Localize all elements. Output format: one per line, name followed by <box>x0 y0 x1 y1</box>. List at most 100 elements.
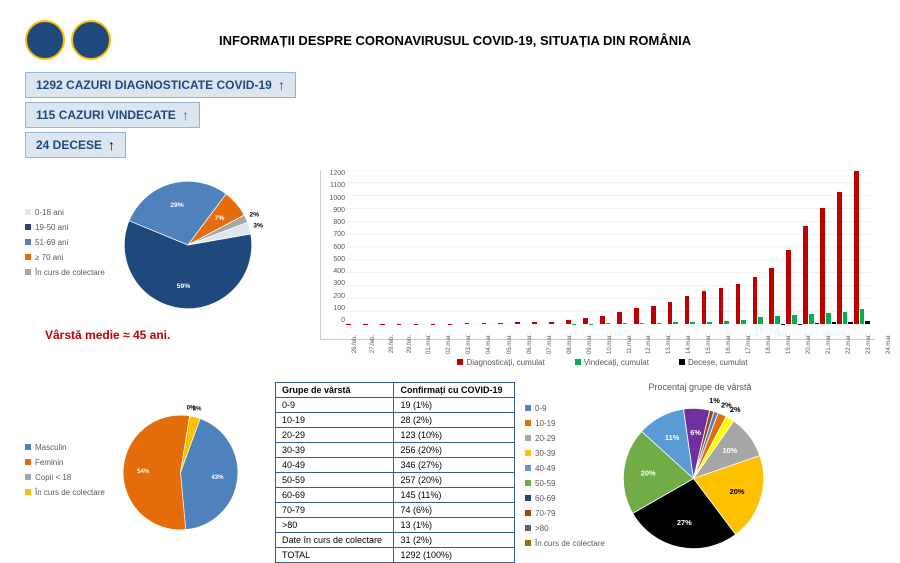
bar-group <box>736 170 752 324</box>
pie-slice-label: 1% <box>709 396 720 405</box>
x-tick: 14.mar. <box>686 334 692 354</box>
x-tick: 13.mar. <box>666 334 672 354</box>
legend-item: În curs de colectare <box>25 488 105 497</box>
legend-swatch <box>457 359 463 365</box>
legend-label: 50-59 <box>535 479 555 488</box>
table-cell: 74 (6%) <box>394 503 515 518</box>
x-tick: 08.mar. <box>567 334 573 354</box>
bar <box>651 306 656 324</box>
bar <box>600 316 605 324</box>
table-cell: Date în curs de colectare <box>276 533 394 548</box>
bar-group <box>651 170 667 324</box>
bar-legend-item: Decese, cumulat <box>669 358 748 367</box>
table-cell: 1292 (100%) <box>394 548 515 563</box>
x-tick: 24.mar. <box>886 334 892 354</box>
legend-item: 30-39 <box>525 449 605 458</box>
bar <box>832 322 837 324</box>
stat-box: 24 DECESE↑ <box>25 132 126 158</box>
legend-label: Masculin <box>35 443 67 452</box>
bar <box>549 322 554 324</box>
legend-swatch <box>525 420 531 426</box>
legend-label: 20-29 <box>535 434 555 443</box>
table-row: Date în curs de colectare31 (2%) <box>276 533 515 548</box>
legend-item: 60-69 <box>525 494 605 503</box>
legend-item: 10-19 <box>525 419 605 428</box>
cumulative-bar-chart: 1200110010009008007006005004003002001000… <box>320 170 875 367</box>
bar-group <box>820 170 836 324</box>
bar <box>690 322 695 324</box>
bar-group <box>719 170 735 324</box>
table-row: 60-69145 (11%) <box>276 488 515 503</box>
table-cell: 145 (11%) <box>394 488 515 503</box>
table-row: 40-49346 (27%) <box>276 458 515 473</box>
legend-swatch <box>25 239 31 245</box>
page-title: INFORMAȚII DESPRE CORONAVIRUSUL COVID-19… <box>219 33 691 48</box>
bar-area <box>346 170 870 324</box>
table-row: 20-29123 (10%) <box>276 428 515 443</box>
bar-group <box>837 170 853 324</box>
bar <box>673 322 678 324</box>
table-cell: 10-19 <box>276 413 394 428</box>
legend-swatch <box>25 489 31 495</box>
bar <box>515 322 520 324</box>
stat-text: 1292 CAZURI DIAGNOSTICATE COVID-19 <box>36 78 272 92</box>
bar-group <box>769 170 785 324</box>
y-tick: 600 <box>321 244 345 251</box>
table-header: Confirmați cu COVID-19 <box>394 383 515 398</box>
bar-group <box>532 170 548 324</box>
stat-box: 115 CAZURI VINDECATE↑ <box>25 102 200 128</box>
bar-group <box>431 170 447 324</box>
legend-swatch <box>25 224 31 230</box>
bar <box>798 324 803 325</box>
bar <box>707 322 712 324</box>
bar-group <box>702 170 718 324</box>
bar-group <box>346 170 362 324</box>
pie-slice-label: 10% <box>722 446 737 455</box>
gender-pie-legend: Masculin Feminin Copii < 18 În curs de cole… <box>25 443 105 503</box>
x-tick: 06.mar. <box>527 334 533 354</box>
bar <box>634 308 639 324</box>
legend-label: Copii < 18 <box>35 473 71 482</box>
pie-slice-label: 11% <box>665 433 680 442</box>
bar <box>657 323 662 324</box>
table-cell: TOTAL <box>276 548 394 563</box>
x-tick: 05.mar. <box>507 334 513 354</box>
legend-label: Feminin <box>35 458 63 467</box>
pie-slice-label: 20% <box>729 487 744 496</box>
stats-summary: 1292 CAZURI DIAGNOSTICATE COVID-19 ↑ 115 C… <box>25 72 875 162</box>
legend-label: În curs de colectare <box>35 268 105 277</box>
bar <box>685 296 690 324</box>
bar-group <box>803 170 819 324</box>
age-table: Grupe de vârstăConfirmați cu COVID-190-9… <box>275 382 515 563</box>
age-pie-svg: 59%29%7%2%3% <box>113 170 263 320</box>
x-tick: 28.feb. <box>389 335 395 353</box>
bar <box>736 284 741 324</box>
bar <box>753 277 758 324</box>
y-tick: 100 <box>321 305 345 312</box>
arrow-up-icon: ↑ <box>278 77 285 93</box>
x-tick: 04.mar. <box>486 334 492 354</box>
y-tick: 500 <box>321 256 345 263</box>
bar-group <box>363 170 379 324</box>
dashboard: INFORMAȚII DESPRE CORONAVIRUSUL COVID-19… <box>0 0 900 563</box>
age-pct-pie-svg: 10%20%27%20%11%6%1%2%2% <box>611 396 776 561</box>
legend-swatch <box>25 209 31 215</box>
x-tick: 22.mar. <box>846 334 852 354</box>
legend-swatch <box>525 405 531 411</box>
bar <box>820 208 825 324</box>
x-axis: 26.feb.27.feb.28.feb.29.feb.01.mar.02.ma… <box>346 341 870 347</box>
bar <box>741 320 746 324</box>
bar <box>865 321 870 324</box>
table-row: 30-39256 (20%) <box>276 443 515 458</box>
legend-swatch <box>25 269 31 275</box>
legend-swatch <box>525 540 531 546</box>
legend-item: Feminin <box>25 458 105 467</box>
table-cell: 257 (20%) <box>394 473 515 488</box>
age-pct-pie-chart: Procentaj grupe de vârstă 0-910-1920-293… <box>525 382 875 563</box>
bar <box>623 323 628 324</box>
pie-slice-label: 3% <box>192 407 201 413</box>
y-tick: 700 <box>321 231 345 238</box>
pie-slice-label: 59% <box>177 283 191 290</box>
table-row: TOTAL1292 (100%) <box>276 548 515 563</box>
x-tick: 20.mar. <box>806 334 812 354</box>
